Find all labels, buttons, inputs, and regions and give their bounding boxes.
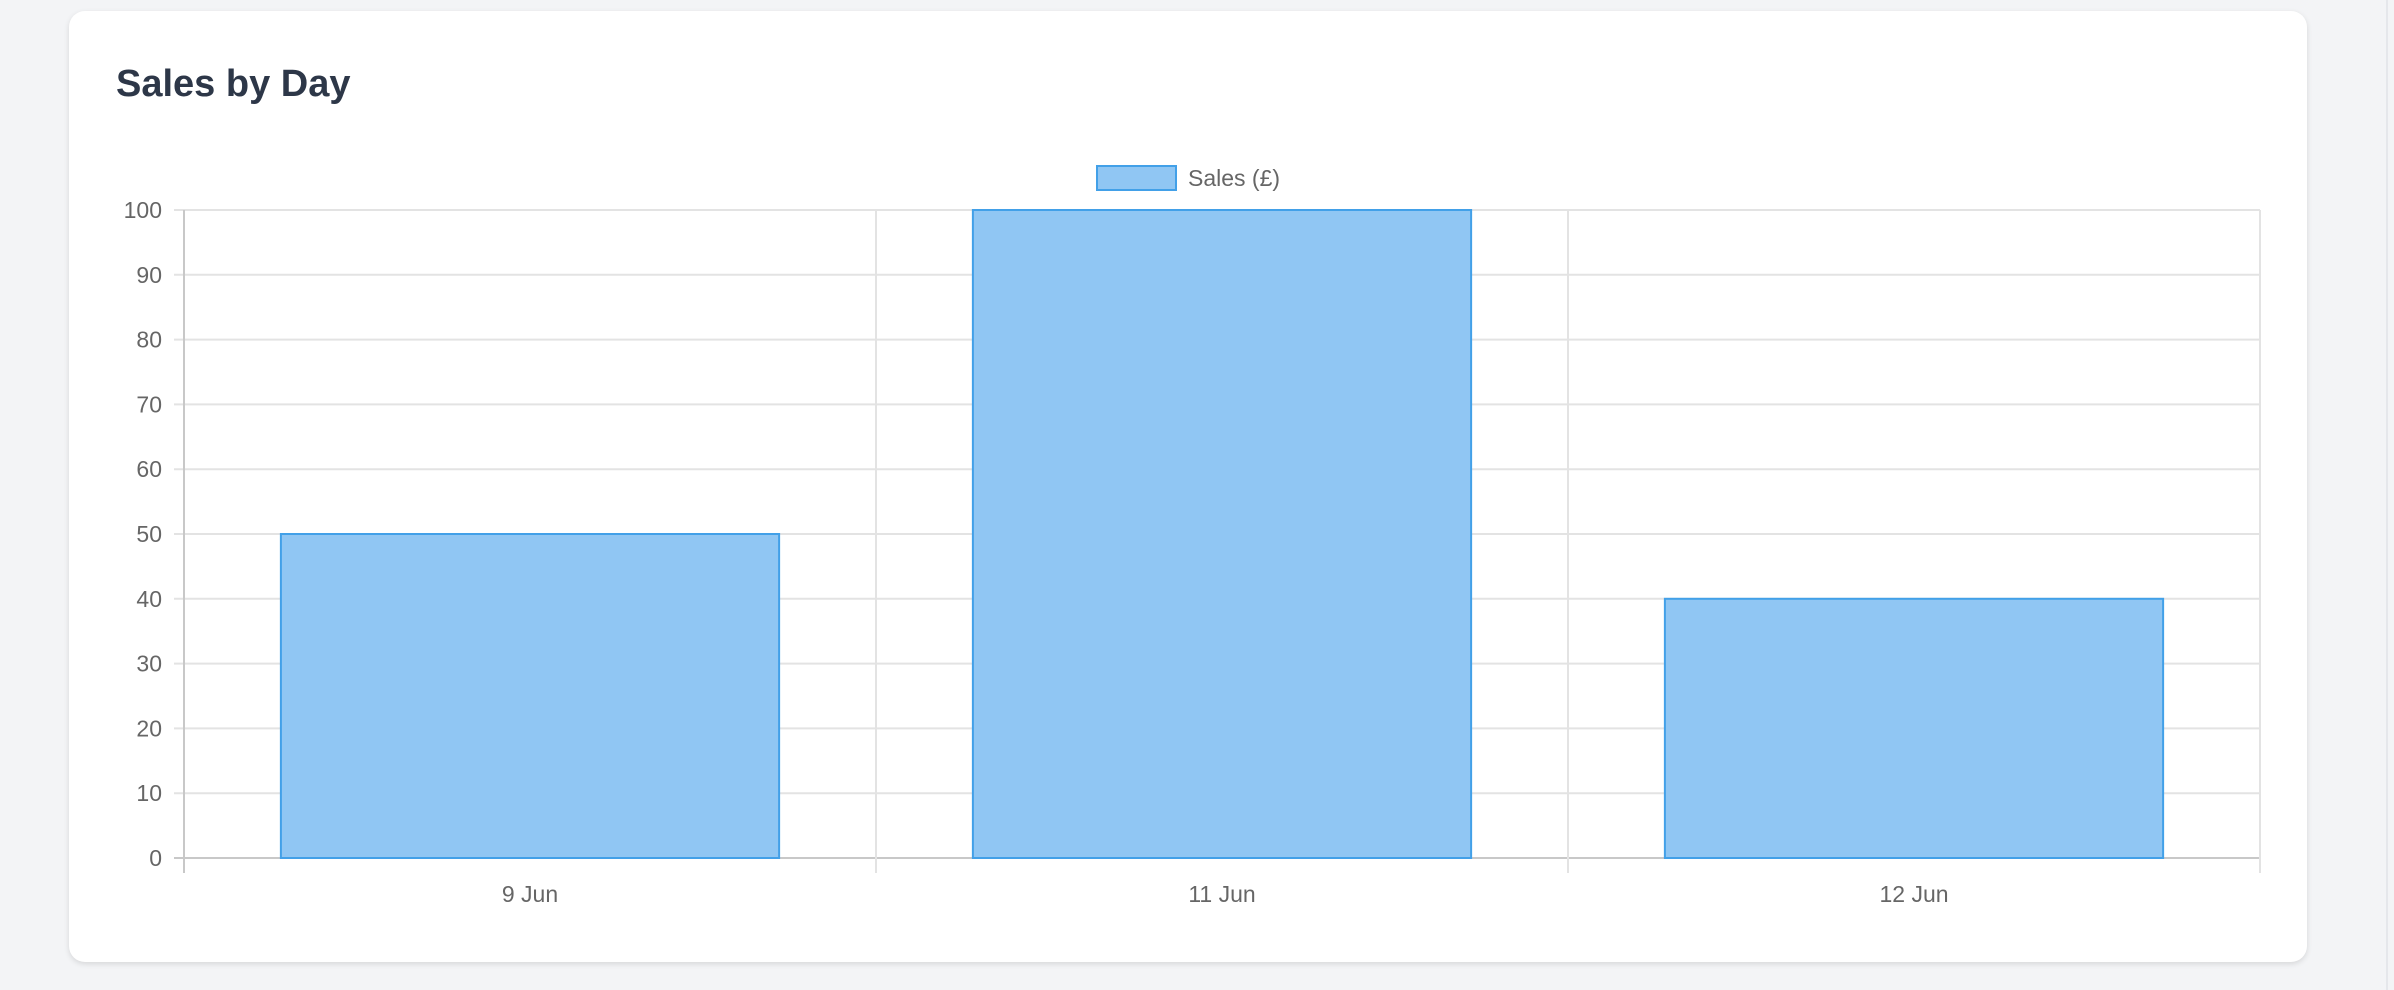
x-tick-label: 12 Jun [1879,881,1948,907]
x-tick-label: 9 Jun [502,881,558,907]
legend-label: Sales (£) [1188,165,1280,191]
y-tick-label: 80 [136,327,162,353]
y-tick-label: 30 [136,651,162,677]
bar-11-jun [971,209,1473,859]
legend-swatch [1096,165,1177,191]
y-tick-label: 0 [149,845,162,871]
y-tick-label: 100 [124,197,162,223]
y-tick-label: 20 [136,715,162,741]
x-tick-label: 11 Jun [1188,881,1255,907]
card-title: Sales by Day [116,63,351,105]
bar-9-jun [279,533,781,859]
y-tick-label: 50 [136,521,162,547]
y-tick-label: 10 [136,780,162,806]
y-tick-label: 60 [136,456,162,482]
scrollbar-track[interactable] [2386,0,2388,990]
y-tick-label: 90 [136,262,162,288]
y-tick-label: 40 [136,586,162,612]
bar-12-jun [1663,597,2165,859]
y-tick-label: 70 [136,391,162,417]
